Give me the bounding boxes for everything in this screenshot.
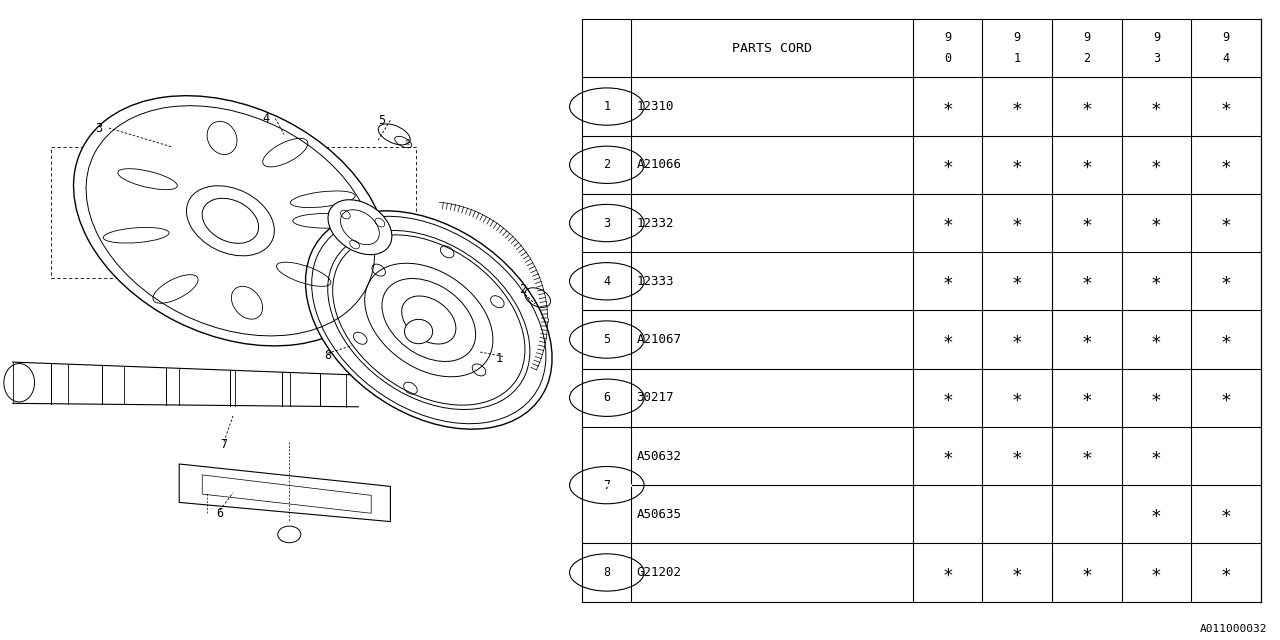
Text: ∗: ∗: [942, 97, 954, 116]
Text: 7: 7: [603, 479, 611, 492]
Text: 9: 9: [1014, 31, 1020, 44]
Text: ∗: ∗: [1221, 214, 1231, 232]
Text: ∗: ∗: [942, 156, 954, 174]
Text: ∗: ∗: [1011, 447, 1023, 465]
Text: 4: 4: [603, 275, 611, 288]
Text: ∗: ∗: [942, 330, 954, 349]
Text: A50635: A50635: [636, 508, 682, 521]
Text: 30217: 30217: [636, 391, 675, 404]
Text: ∗: ∗: [1082, 447, 1092, 465]
Text: ∗: ∗: [1221, 388, 1231, 407]
Text: 3: 3: [603, 216, 611, 230]
Text: A21066: A21066: [636, 158, 682, 172]
Polygon shape: [179, 464, 390, 522]
Ellipse shape: [328, 200, 392, 255]
Text: ∗: ∗: [1082, 156, 1092, 174]
Text: ∗: ∗: [1011, 97, 1023, 116]
Text: ∗: ∗: [1221, 563, 1231, 582]
Ellipse shape: [306, 211, 552, 429]
Text: ∗: ∗: [1151, 214, 1162, 232]
Text: ∗: ∗: [1082, 97, 1092, 116]
Text: ∗: ∗: [1011, 156, 1023, 174]
Text: 6: 6: [603, 391, 611, 404]
Ellipse shape: [404, 319, 433, 344]
Text: ∗: ∗: [1082, 330, 1092, 349]
Text: ∗: ∗: [1011, 388, 1023, 407]
Text: ∗: ∗: [1151, 97, 1162, 116]
Text: ∗: ∗: [1151, 272, 1162, 291]
Text: ∗: ∗: [942, 272, 954, 291]
Text: A21067: A21067: [636, 333, 682, 346]
Text: 7: 7: [220, 438, 228, 451]
Text: 12333: 12333: [636, 275, 675, 288]
Text: 6: 6: [216, 507, 224, 520]
Text: ∗: ∗: [1151, 156, 1162, 174]
Text: 1: 1: [603, 100, 611, 113]
Text: 1: 1: [1014, 52, 1020, 65]
Text: 8: 8: [603, 566, 611, 579]
Text: A50632: A50632: [636, 449, 682, 463]
Text: ∗: ∗: [1221, 156, 1231, 174]
Text: ∗: ∗: [942, 563, 954, 582]
Text: ∗: ∗: [1011, 563, 1023, 582]
Text: ∗: ∗: [1082, 388, 1092, 407]
Text: G21202: G21202: [636, 566, 682, 579]
Text: ∗: ∗: [1221, 330, 1231, 349]
Text: 5: 5: [378, 114, 385, 127]
Text: 9: 9: [1222, 31, 1230, 44]
Text: 9: 9: [1153, 31, 1160, 44]
Text: 12332: 12332: [636, 216, 675, 230]
Text: 3: 3: [95, 122, 102, 134]
Text: 12310: 12310: [636, 100, 675, 113]
Text: ∗: ∗: [1082, 272, 1092, 291]
Text: 4: 4: [262, 112, 270, 125]
Text: 2: 2: [518, 283, 526, 296]
Text: ∗: ∗: [942, 388, 954, 407]
Text: ∗: ∗: [1221, 97, 1231, 116]
Text: ∗: ∗: [1082, 214, 1092, 232]
Text: 2: 2: [603, 158, 611, 172]
Text: ∗: ∗: [942, 214, 954, 232]
Text: 9: 9: [945, 31, 951, 44]
Ellipse shape: [73, 96, 388, 346]
Text: 4: 4: [1222, 52, 1230, 65]
Text: ∗: ∗: [1151, 330, 1162, 349]
Text: ∗: ∗: [1151, 447, 1162, 465]
Text: ∗: ∗: [1151, 563, 1162, 582]
Text: 3: 3: [1153, 52, 1160, 65]
Text: ∗: ∗: [942, 447, 954, 465]
Text: 1: 1: [495, 352, 503, 365]
Text: ∗: ∗: [1011, 272, 1023, 291]
Text: 8: 8: [324, 349, 332, 362]
Text: ∗: ∗: [1221, 505, 1231, 524]
Text: 2: 2: [1083, 52, 1091, 65]
Ellipse shape: [278, 526, 301, 543]
Text: ∗: ∗: [1082, 563, 1092, 582]
Text: 0: 0: [945, 52, 951, 65]
Text: A011000032: A011000032: [1199, 623, 1267, 634]
Text: ∗: ∗: [1011, 330, 1023, 349]
Text: 5: 5: [603, 333, 611, 346]
Text: 9: 9: [1083, 31, 1091, 44]
Text: ∗: ∗: [1011, 214, 1023, 232]
Text: ∗: ∗: [1151, 388, 1162, 407]
Text: ∗: ∗: [1151, 505, 1162, 524]
Text: PARTS CORD: PARTS CORD: [732, 42, 812, 55]
Text: ∗: ∗: [1221, 272, 1231, 291]
